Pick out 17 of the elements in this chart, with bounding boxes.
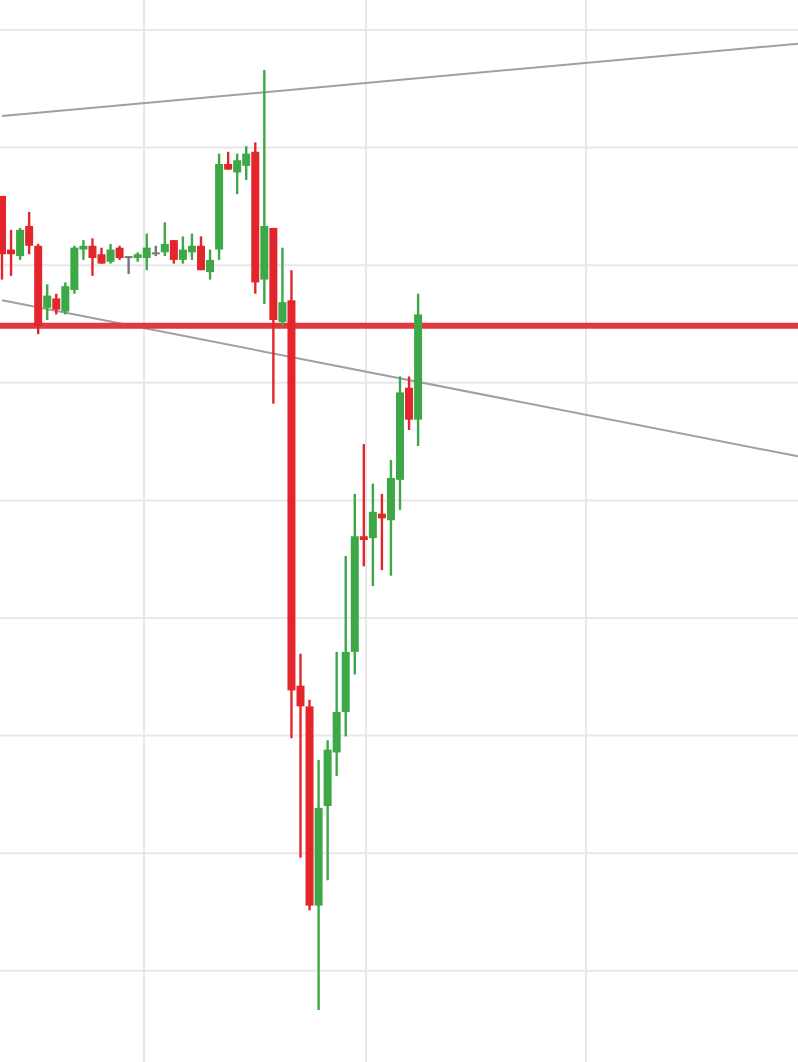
candlestick xyxy=(368,482,377,588)
candlestick xyxy=(187,232,196,262)
candlestick xyxy=(16,226,25,262)
candlestick xyxy=(52,292,61,316)
candlestick xyxy=(197,235,205,272)
candlestick xyxy=(233,152,242,196)
candlestick xyxy=(160,221,169,258)
candlestick xyxy=(25,210,34,256)
candlestick xyxy=(405,375,414,432)
candlestick xyxy=(142,232,151,272)
candlestick xyxy=(278,246,287,327)
candlestick xyxy=(206,248,215,281)
candlestick xyxy=(106,242,115,265)
candlestick xyxy=(43,283,52,322)
candlestick xyxy=(359,442,368,568)
candlestick xyxy=(124,254,133,276)
candlestick xyxy=(169,238,178,265)
